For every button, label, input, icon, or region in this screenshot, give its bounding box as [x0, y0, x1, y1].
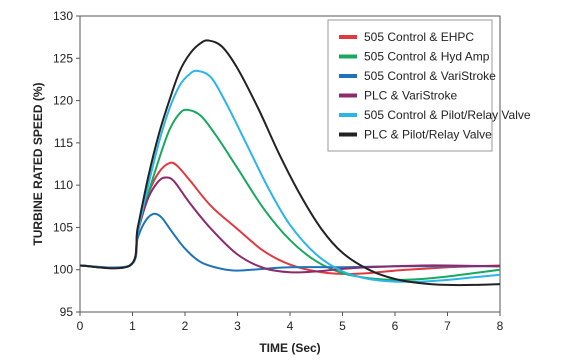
y-tick-label: 115	[54, 136, 73, 150]
x-tick-label: 0	[77, 319, 84, 333]
y-tick-label: 95	[60, 305, 74, 319]
x-axis-title: TIME (Sec)	[259, 341, 320, 355]
legend-label: PLC & VariStroke	[364, 89, 457, 103]
legend-swatch	[339, 74, 357, 78]
series-line-3	[79, 212, 500, 272]
legend-swatch	[339, 35, 357, 39]
y-tick-label: 105	[53, 220, 73, 234]
y-tick-label: 100	[53, 263, 73, 277]
y-axis-ticks: 95 100 105 110 115 120 125 130	[53, 9, 80, 319]
legend-swatch	[339, 54, 357, 59]
series-line-4	[79, 176, 501, 274]
legend-label: PLC & Pilot/Relay Valve	[364, 128, 492, 142]
legend-swatch	[339, 93, 357, 98]
x-tick-label: 5	[339, 319, 346, 333]
legend-box	[327, 19, 493, 152]
legend-swatch	[339, 113, 357, 117]
x-tick-label: 4	[287, 319, 294, 333]
y-axis-title: TURBINE RATED SPEED (%)	[31, 82, 45, 245]
x-tick-label: 1	[129, 319, 136, 333]
x-tick-label: 7	[444, 319, 451, 333]
series-line-6	[79, 39, 501, 287]
x-tick-label: 8	[497, 319, 504, 333]
legend: 505 Control & EHPC 505 Control & Hyd Amp 5…	[327, 19, 531, 152]
legend-label: 505 Control & VariStroke	[364, 69, 496, 83]
legend-label: 505 Control & EHPC	[364, 30, 474, 44]
legend-label: 505 Control & Pilot/Relay Valve	[364, 108, 531, 122]
y-tick-label: 120	[53, 94, 73, 108]
y-tick-label: 110	[54, 178, 73, 192]
y-tick-label: 130	[53, 9, 73, 23]
x-tick-label: 3	[234, 319, 241, 333]
series-line-1	[79, 161, 501, 275]
x-axis-ticks: 0 1 2 3 4 5 6 7 8	[77, 312, 504, 333]
x-tick-label: 2	[182, 319, 189, 333]
y-tick-label: 125	[53, 51, 73, 65]
series-layer	[79, 39, 501, 287]
legend-swatch	[339, 132, 357, 137]
legend-label: 505 Control & Hyd Amp	[364, 50, 490, 64]
series-line-2	[79, 108, 501, 281]
x-tick-label: 6	[392, 319, 399, 333]
